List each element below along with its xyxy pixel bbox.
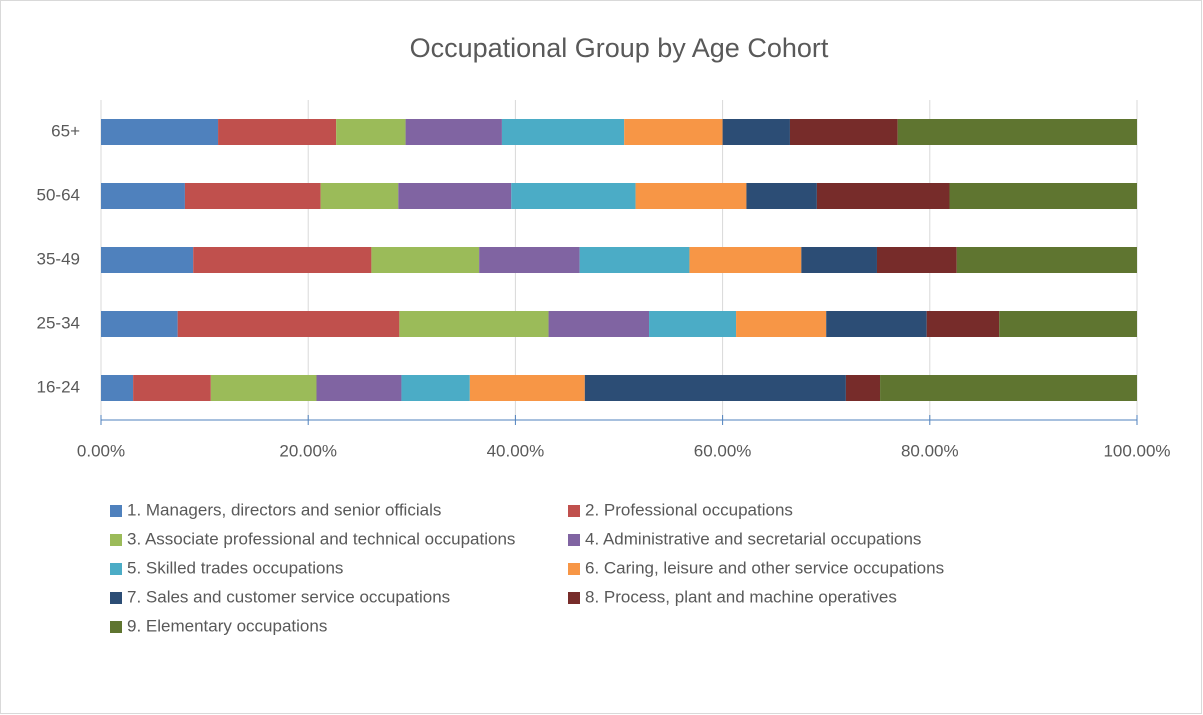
bar-segment — [401, 375, 470, 401]
x-tick-label: 60.00% — [694, 441, 752, 460]
bar-segment — [548, 311, 650, 337]
legend-swatch — [568, 563, 580, 575]
bar-segment — [405, 119, 502, 145]
bar-segment — [956, 247, 1137, 273]
bar-segment — [469, 375, 585, 401]
bar-segment — [371, 247, 480, 273]
legend-label: 9. Elementary occupations — [127, 616, 327, 635]
legend-swatch — [568, 505, 580, 517]
bar-segment — [736, 311, 827, 337]
legend-swatch — [568, 534, 580, 546]
bar-segment — [193, 247, 372, 273]
bar-segment — [218, 119, 337, 145]
legend-label: 1. Managers, directors and senior offici… — [127, 500, 441, 519]
bar-segment — [999, 311, 1137, 337]
legend-label: 8. Process, plant and machine operatives — [585, 587, 897, 606]
bar-segment — [398, 183, 512, 209]
legend-swatch — [110, 563, 122, 575]
bar-segment — [926, 311, 1000, 337]
chart-title: Occupational Group by Age Cohort — [410, 33, 829, 63]
legend-swatch — [110, 621, 122, 633]
legend-label: 5. Skilled trades occupations — [127, 558, 343, 577]
bar-segment — [949, 183, 1137, 209]
bar-segment — [399, 311, 549, 337]
bar-segment — [101, 311, 178, 337]
bar-segment — [316, 375, 402, 401]
bar-segment — [722, 119, 790, 145]
legend-swatch — [110, 534, 122, 546]
bar-segment — [880, 375, 1137, 401]
bar-segment — [133, 375, 211, 401]
bar-segment — [101, 119, 219, 145]
bar-segment — [479, 247, 580, 273]
y-tick-label: 65+ — [51, 121, 80, 140]
bar-segment — [635, 183, 747, 209]
bar-segment — [897, 119, 1137, 145]
bar-segment — [511, 183, 636, 209]
legend-swatch — [110, 592, 122, 604]
legend-label: 4. Administrative and secretarial occupa… — [585, 529, 921, 548]
bar-segment — [210, 375, 317, 401]
bar-segment — [336, 119, 406, 145]
y-tick-label: 50-64 — [37, 185, 80, 204]
y-tick-label: 25-34 — [37, 313, 80, 332]
bar-segment — [801, 247, 877, 273]
bar-segment — [746, 183, 817, 209]
legend-label: 2. Professional occupations — [585, 500, 793, 519]
x-tick-label: 0.00% — [77, 441, 125, 460]
bar-segment — [789, 119, 898, 145]
bar-segment — [816, 183, 950, 209]
legend-swatch — [568, 592, 580, 604]
bar-segment — [101, 247, 194, 273]
bar-segment — [579, 247, 690, 273]
bar-segment — [876, 247, 957, 273]
bar-segment — [177, 311, 400, 337]
bar-segment — [689, 247, 802, 273]
y-tick-label: 16-24 — [37, 377, 80, 396]
bar-segment — [649, 311, 737, 337]
legend-label: 3. Associate professional and technical … — [127, 529, 515, 548]
bar-segment — [826, 311, 927, 337]
bar-segment — [501, 119, 625, 145]
bar-segment — [184, 183, 321, 209]
x-tick-label: 20.00% — [279, 441, 337, 460]
bar-segment — [101, 183, 185, 209]
legend-swatch — [110, 505, 122, 517]
y-tick-label: 35-49 — [37, 249, 80, 268]
x-tick-label: 40.00% — [487, 441, 545, 460]
bar-segment — [101, 375, 134, 401]
bar-segment — [320, 183, 399, 209]
legend-label: 7. Sales and customer service occupation… — [127, 587, 450, 606]
legend-label: 6. Caring, leisure and other service occ… — [585, 558, 944, 577]
bar-segment — [845, 375, 881, 401]
x-tick-label: 80.00% — [901, 441, 959, 460]
x-tick-label: 100.00% — [1103, 441, 1170, 460]
bar-segment — [584, 375, 846, 401]
bar-segment — [624, 119, 723, 145]
